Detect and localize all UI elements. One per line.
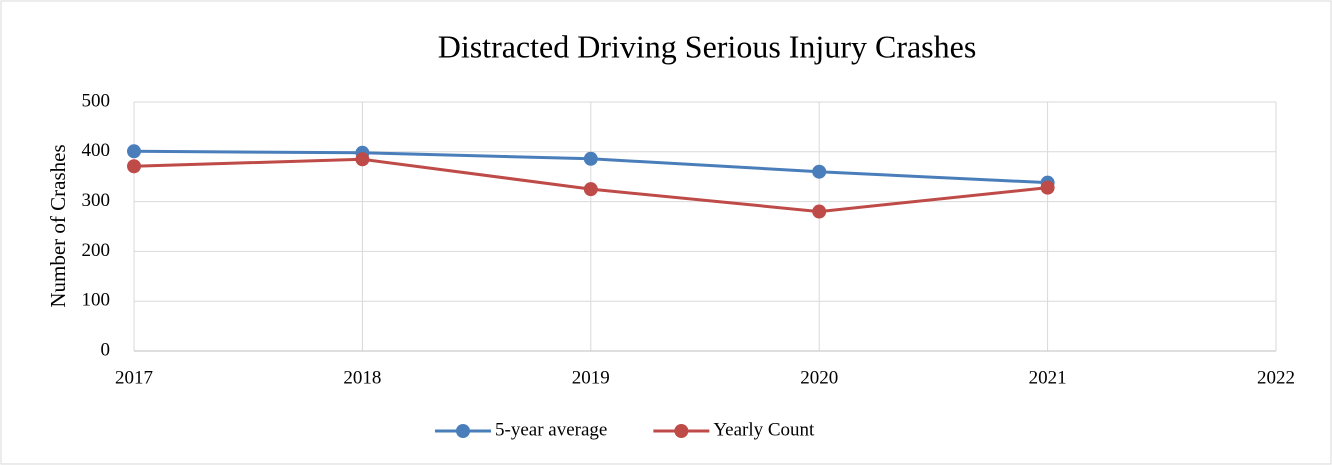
y-axis-label: Number of Crashes bbox=[46, 144, 70, 307]
data-point bbox=[127, 144, 141, 159]
legend-label: Yearly Count bbox=[713, 419, 815, 440]
y-tick-label: 0 bbox=[101, 339, 111, 360]
legend-marker bbox=[456, 424, 470, 438]
y-tick-label: 300 bbox=[82, 190, 111, 211]
y-tick-label: 100 bbox=[82, 290, 111, 311]
x-tick-label: 2022 bbox=[1257, 367, 1295, 388]
data-point bbox=[1040, 180, 1055, 195]
x-tick-label: 2018 bbox=[343, 367, 381, 388]
y-tick-label: 500 bbox=[82, 90, 111, 111]
data-point bbox=[812, 204, 827, 219]
data-point bbox=[355, 152, 370, 167]
y-tick-label: 400 bbox=[82, 140, 111, 161]
x-tick-label: 2021 bbox=[1029, 367, 1067, 388]
data-point bbox=[812, 164, 827, 179]
x-tick-label: 2020 bbox=[800, 367, 838, 388]
data-point bbox=[127, 159, 141, 174]
x-tick-label: 2017 bbox=[115, 367, 153, 388]
x-tick-label: 2019 bbox=[572, 367, 610, 388]
data-point bbox=[583, 182, 598, 197]
legend-label: 5-year average bbox=[495, 419, 607, 440]
chart-title: Distracted Driving Serious Injury Crashe… bbox=[438, 28, 977, 64]
data-point bbox=[583, 151, 598, 166]
legend-marker bbox=[674, 424, 689, 438]
y-tick-label: 200 bbox=[82, 240, 111, 261]
